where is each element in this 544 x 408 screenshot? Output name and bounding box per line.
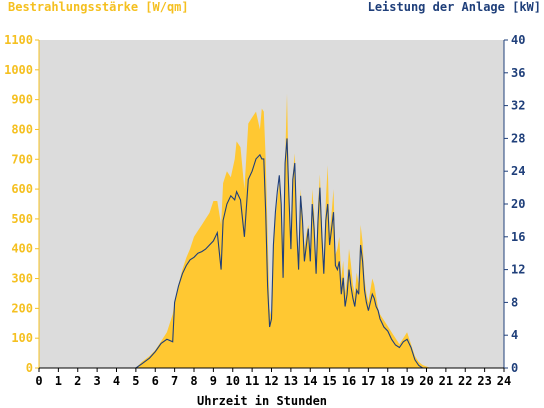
left-tick-label: 700	[11, 152, 33, 166]
left-tick-label: 200	[11, 301, 33, 315]
left-tick-label: 1100	[4, 33, 33, 47]
x-tick-label: 21	[439, 374, 453, 388]
right-tick-label: 4	[511, 328, 518, 342]
left-tick-label: 600	[11, 182, 33, 196]
x-tick-label: 4	[113, 374, 120, 388]
x-tick-label: 16	[342, 374, 356, 388]
x-tick-label: 8	[190, 374, 197, 388]
right-tick-label: 24	[511, 164, 525, 178]
right-tick-label: 0	[511, 361, 518, 375]
x-tick-label: 12	[264, 374, 278, 388]
x-tick-label: 17	[361, 374, 375, 388]
x-tick-label: 6	[152, 374, 159, 388]
x-tick-label: 15	[322, 374, 336, 388]
x-tick-label: 0	[35, 374, 42, 388]
left-tick-label: 0	[26, 361, 33, 375]
x-tick-label: 13	[284, 374, 298, 388]
left-tick-label: 1000	[4, 63, 33, 77]
x-axis-ticks: 0 1 2 3 4 5 6 7 8 9 10 11 12 13 14 15 16 17 18 19 20 21 22 23 24	[35, 368, 511, 388]
x-tick-label: 5	[132, 374, 139, 388]
x-tick-label: 23	[477, 374, 491, 388]
x-tick-label: 20	[419, 374, 433, 388]
left-tick-label: 900	[11, 93, 33, 107]
right-tick-label: 20	[511, 197, 525, 211]
left-axis-title: Bestrahlungsstärke [W/qm]	[8, 0, 189, 14]
x-tick-label: 11	[245, 374, 259, 388]
right-tick-label: 40	[511, 33, 525, 47]
power-line	[39, 138, 504, 369]
x-tick-label: 10	[226, 374, 240, 388]
x-tick-label: 7	[171, 374, 178, 388]
right-tick-label: 16	[511, 230, 525, 244]
left-tick-label: 500	[11, 212, 33, 226]
right-tick-label: 8	[511, 295, 518, 309]
left-axis-ticks: 0 100 200 300 400 500 600 700 800 900 1000 1100	[4, 33, 39, 375]
left-tick-label: 800	[11, 122, 33, 136]
x-tick-label: 19	[400, 374, 414, 388]
right-axis-title: Leistung der Anlage [kW]	[367, 0, 541, 14]
x-tick-label: 14	[303, 374, 317, 388]
right-tick-label: 32	[511, 99, 525, 113]
x-axis-title: Uhrzeit in Stunden	[197, 394, 327, 408]
x-tick-label: 24	[497, 374, 511, 388]
x-tick-label: 22	[458, 374, 472, 388]
right-tick-label: 12	[511, 263, 525, 277]
left-tick-label: 100	[11, 331, 33, 345]
right-tick-label: 36	[511, 66, 525, 80]
right-tick-label: 28	[511, 131, 525, 145]
x-tick-label: 3	[94, 374, 101, 388]
right-axis-ticks: 0 4 8 12 16 20 24 28 32 36 40	[504, 33, 525, 375]
left-tick-label: 300	[11, 272, 33, 286]
x-tick-label: 2	[74, 374, 81, 388]
x-tick-label: 1	[55, 374, 62, 388]
left-tick-label: 400	[11, 242, 33, 256]
x-tick-label: 9	[210, 374, 217, 388]
x-tick-label: 18	[381, 374, 395, 388]
